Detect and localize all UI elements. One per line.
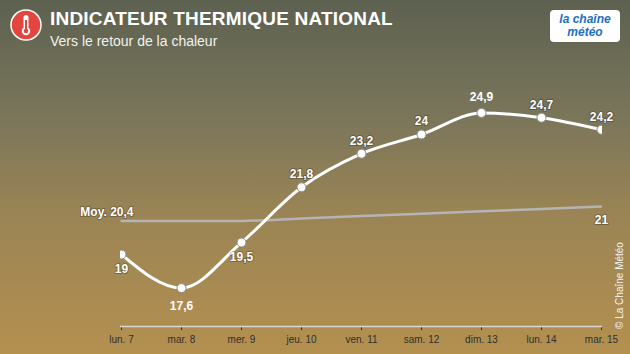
html-text:INDICATEUR THERMIQUE NATIONAL: INDICATEUR THERMIQUE NATIONAL (50, 8, 393, 29)
svg-text:lun. 7: lun. 7 (109, 334, 134, 345)
svg-text:Moy. 20,4: Moy. 20,4 (80, 205, 133, 219)
svg-text:23,2: 23,2 (350, 134, 374, 148)
html-text:la chaîne météo: la chaîne météo (559, 12, 611, 39)
svg-text:mar. 8: mar. 8 (168, 334, 196, 345)
html-text:Vers le retour de la chaleur: Vers le retour de la chaleur (50, 33, 218, 49)
svg-text:mer. 9: mer. 9 (228, 334, 256, 345)
svg-text:24: 24 (415, 114, 429, 128)
svg-text:mar. 15: mar. 15 (585, 334, 619, 345)
svg-text:lun. 14: lun. 14 (526, 334, 556, 345)
svg-text:ven. 11: ven. 11 (345, 334, 377, 345)
svg-text:21: 21 (595, 213, 609, 227)
svg-text:19: 19 (115, 262, 129, 276)
svg-text:24,2: 24,2 (590, 110, 614, 124)
svg-text:jeu. 10: jeu. 10 (285, 334, 316, 345)
html-text:© La Chaîne Météo: © La Chaîne Météo (613, 242, 625, 329)
svg-text:dim. 13: dim. 13 (465, 334, 498, 345)
svg-text:19,5: 19,5 (230, 250, 254, 264)
svg-text:24,7: 24,7 (530, 98, 554, 112)
svg-text:24,9: 24,9 (470, 90, 494, 104)
svg-text:21,8: 21,8 (290, 167, 314, 181)
svg-text:sam. 12: sam. 12 (404, 334, 440, 345)
svg-text:17,6: 17,6 (170, 299, 194, 313)
